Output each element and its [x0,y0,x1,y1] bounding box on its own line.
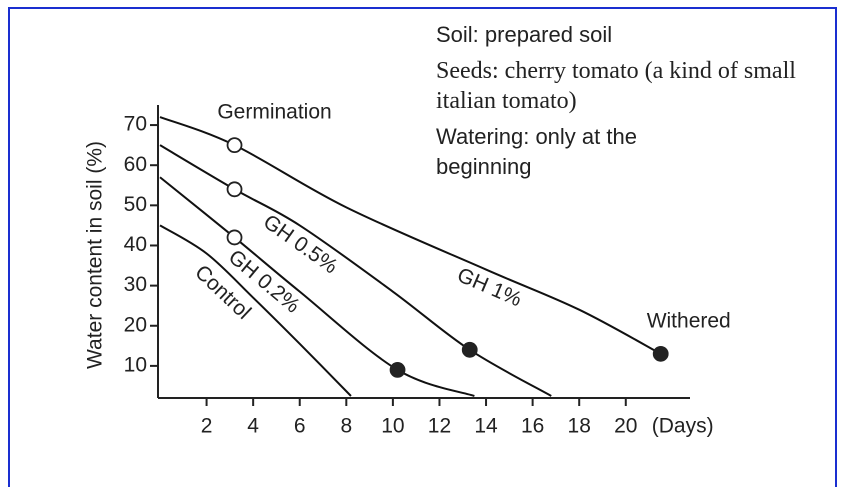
x-tick-label: 6 [294,415,306,438]
notes: Soil: prepared soil Seeds: cherry tomato … [436,20,816,188]
x-tick-label: 18 [568,415,591,438]
x-tick-label: 4 [247,415,259,438]
y-tick-label: 40 [124,233,147,256]
x-tick-label: 20 [614,415,637,438]
y-tick-label: 60 [124,153,147,176]
x-tick-label: 16 [521,415,544,438]
y-tick-label: 30 [124,273,147,296]
y-tick-label: 10 [124,353,147,376]
line [159,176,475,397]
x-tick-label: 14 [474,415,498,438]
point-marker [652,345,669,362]
note: Soil: prepared soil [436,22,613,47]
x-tick-label: 8 [340,415,352,438]
x-tick-label: 10 [381,415,404,438]
point-marker [226,229,243,246]
note: Watering: only at the beginning [436,124,637,179]
x-tick-label: 2 [201,415,213,438]
line [159,224,352,397]
x-axis-label: (Days) [652,415,714,438]
y-tick-label: 50 [124,193,147,216]
line [159,144,552,397]
point-marker [389,362,406,378]
point-marker [226,137,243,154]
point-marker [226,181,243,198]
point-label: Withered [647,309,731,332]
point-label: Germination [217,101,331,124]
x-tick-label: 12 [428,415,451,438]
note: Seeds: cherry tomato (a kind of small it… [436,58,796,114]
frame [8,7,837,487]
y-tick-label: 70 [124,113,147,136]
y-axis-label: Water content in soil (%) [84,141,107,369]
y-tick-label: 20 [124,313,147,336]
point-marker [461,341,478,358]
